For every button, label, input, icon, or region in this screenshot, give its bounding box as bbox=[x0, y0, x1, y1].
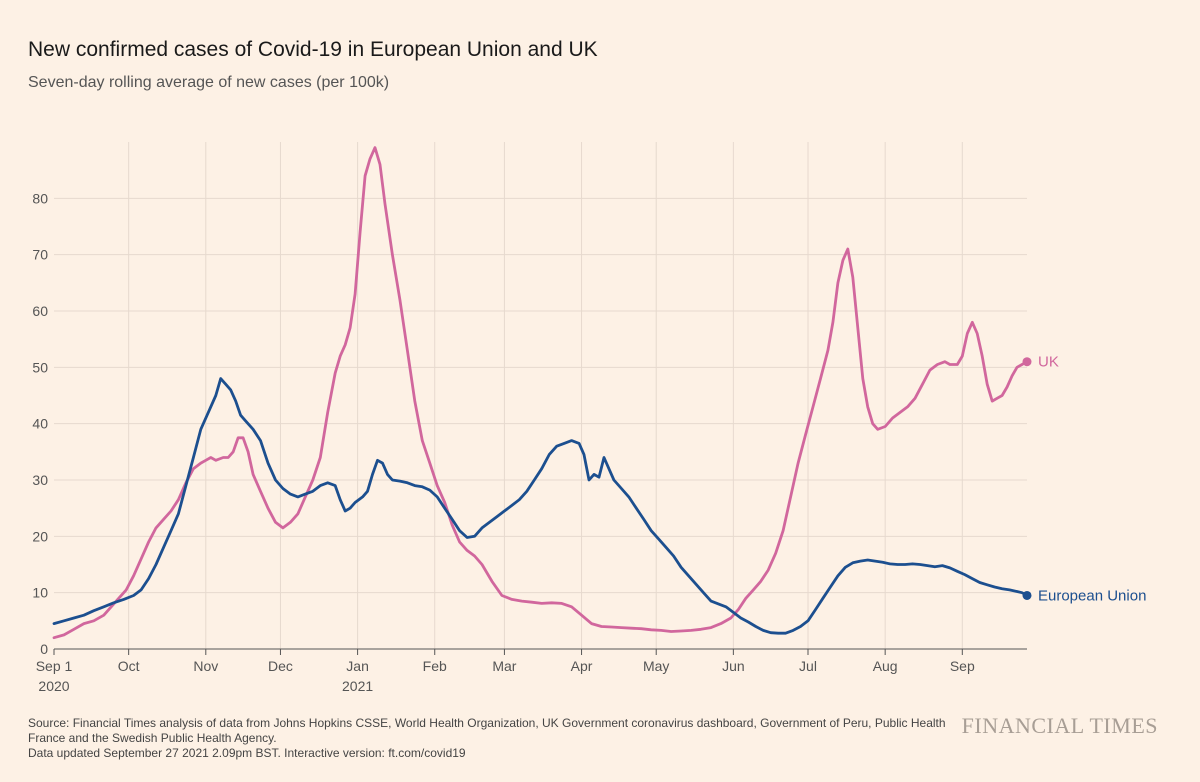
x-tick-label: Sep bbox=[950, 658, 975, 674]
x-tick-label: Oct bbox=[118, 658, 140, 674]
x-tick-label: Aug bbox=[873, 658, 898, 674]
x-tick-label: Apr bbox=[571, 658, 593, 674]
x-tick-label: Sep 1 bbox=[36, 658, 73, 674]
axes: 0 10 20 30 40 50 60 70 80 Sep 1 2020 Oct Nov Dec Jan 20… bbox=[32, 190, 1027, 694]
y-tick-label: 50 bbox=[32, 359, 48, 375]
x-tick-label: Dec bbox=[268, 658, 293, 674]
update-note: Data updated September 27 2021 2.09pm BS… bbox=[28, 746, 466, 760]
series-end-marker-uk bbox=[1022, 357, 1032, 367]
x-tick-label: May bbox=[643, 658, 669, 674]
chart-subtitle: Seven-day rolling average of new cases (… bbox=[28, 74, 390, 91]
chart-title: New confirmed cases of Covid-19 in Europ… bbox=[28, 38, 598, 61]
y-tick-label: 80 bbox=[32, 190, 48, 206]
y-tick-label: 70 bbox=[32, 247, 48, 263]
x-tick-label: Jan bbox=[346, 658, 369, 674]
x-tick-label: Feb bbox=[423, 658, 447, 674]
series-label-uk: UK bbox=[1038, 354, 1059, 371]
y-tick-label: 40 bbox=[32, 416, 48, 432]
y-tick-label: 60 bbox=[32, 303, 48, 319]
x-tick-label: Jul bbox=[799, 658, 817, 674]
y-tick-label: 30 bbox=[32, 472, 48, 488]
y-tick-label: 20 bbox=[32, 528, 48, 544]
x-tick-sublabel: 2020 bbox=[38, 678, 69, 694]
source-note: Source: Financial Times analysis of data… bbox=[28, 716, 946, 745]
x-tick-label: Jun bbox=[722, 658, 745, 674]
y-tick-label: 0 bbox=[40, 641, 48, 657]
y-tick-label: 10 bbox=[32, 585, 48, 601]
series-end-marker-european-union bbox=[1022, 590, 1032, 600]
series-lines: UK European Union bbox=[52, 146, 1146, 640]
x-tick-sublabel: 2021 bbox=[342, 678, 373, 694]
brand-logo: FINANCIAL TIMES bbox=[961, 713, 1158, 738]
chart-footer: Source: Financial Times analysis of data… bbox=[28, 716, 958, 761]
x-tick-label: Nov bbox=[193, 658, 218, 674]
x-tick-label: Mar bbox=[492, 658, 516, 674]
series-line-uk bbox=[52, 146, 1029, 640]
grid bbox=[54, 142, 1027, 649]
series-label-european-union: European Union bbox=[1038, 587, 1146, 604]
series-line-european-union bbox=[52, 377, 1029, 635]
